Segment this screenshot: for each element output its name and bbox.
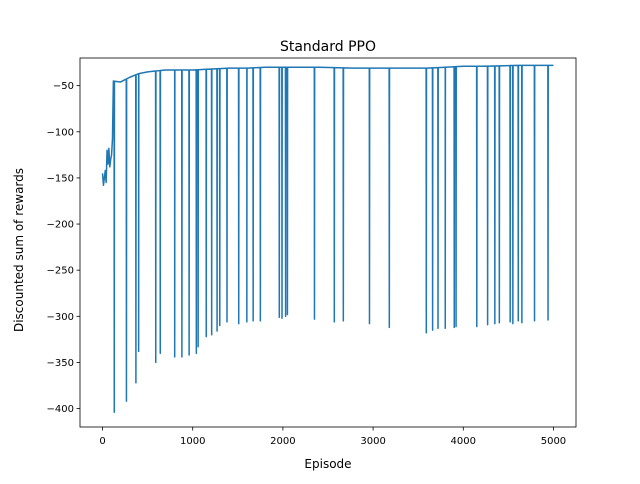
y-tick-label: −100 bbox=[47, 127, 74, 138]
chart-title: Standard PPO bbox=[280, 39, 376, 55]
x-tick-label: 0 bbox=[99, 436, 105, 447]
x-tick-label: 2000 bbox=[270, 436, 295, 447]
y-tick-label: −200 bbox=[47, 220, 74, 231]
axes-frame bbox=[79, 57, 577, 428]
y-tick-label: −50 bbox=[53, 81, 74, 92]
plot-area bbox=[101, 64, 554, 413]
series-line bbox=[101, 64, 554, 413]
x-axis-label: Episode bbox=[304, 457, 351, 471]
x-tick-label: 1000 bbox=[180, 436, 205, 447]
x-tick-label: 5000 bbox=[541, 436, 566, 447]
y-tick-label: −250 bbox=[47, 266, 74, 277]
y-tick-label: −350 bbox=[47, 358, 74, 369]
x-tick-label: 4000 bbox=[451, 436, 476, 447]
y-tick-label: −400 bbox=[47, 404, 74, 415]
y-tick-label: −300 bbox=[47, 312, 74, 323]
x-tick-label: 3000 bbox=[360, 436, 385, 447]
axes: 0 1000 2000 3000 4000 5000 −400 −350 −300 −250 −20… bbox=[47, 57, 577, 447]
y-tick-label: −150 bbox=[47, 173, 74, 184]
y-axis-label: Discounted sum of rewards bbox=[12, 168, 26, 332]
